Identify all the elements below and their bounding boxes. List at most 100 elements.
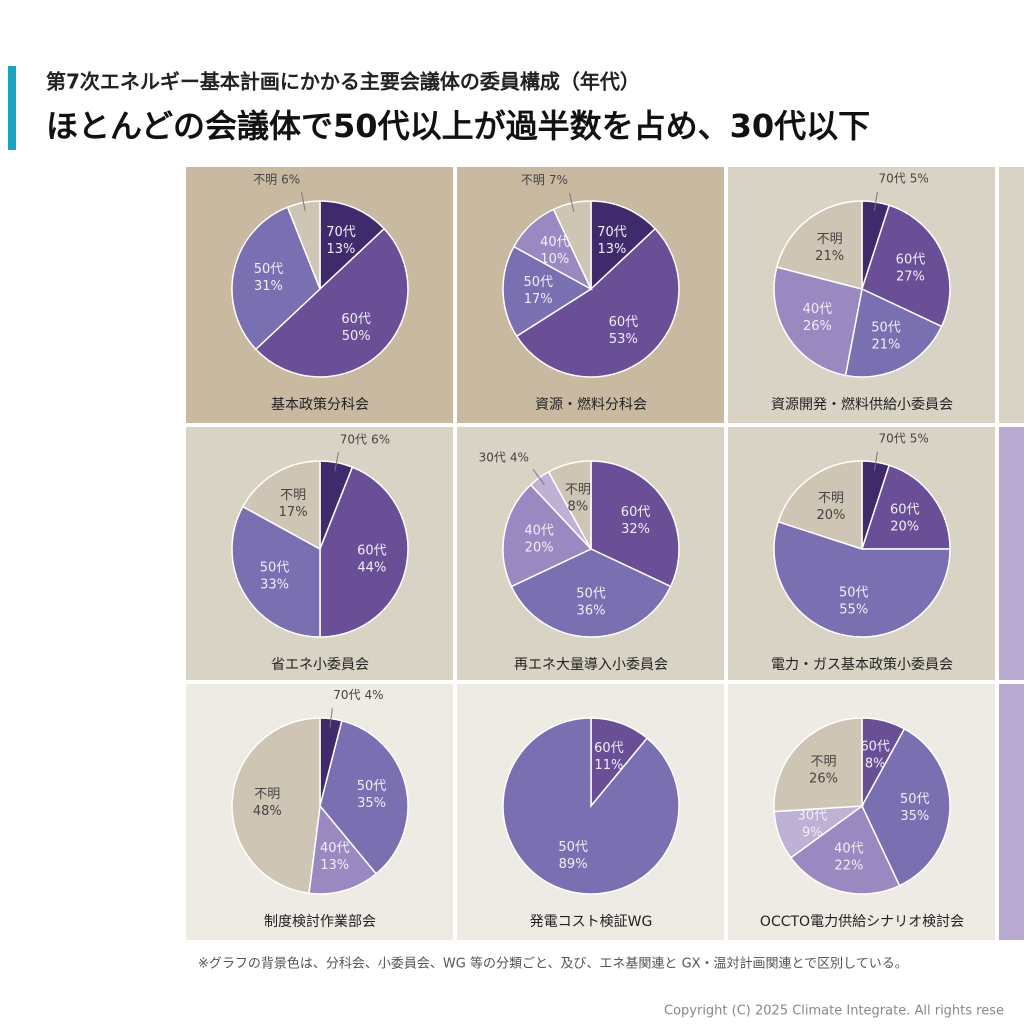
category-label: 50代 [558,840,588,855]
category-label: 60代 [357,543,387,558]
value-label: 11% [594,758,623,773]
data-label: 70代 6% [340,432,390,446]
category-label: 70代 [879,431,906,445]
panel-partial [999,167,1024,423]
subtitle: 第7次エネルギー基本計画にかかる主要会議体の委員構成（年代） [46,70,640,94]
pie-slice [861,727,951,887]
value-label: 21% [815,249,844,264]
value-label: 20% [817,508,846,523]
data-label: 70代 5% [879,431,929,445]
value-label: 20% [890,519,919,534]
charts: 70代 13% 60代 50% 50代 31% 不明 6% 基本政策分科会 70代 13% 60代 53… [186,167,995,940]
value-label: 33% [260,577,289,592]
pie-slice [861,204,951,328]
category-label: 不明 [280,488,306,503]
pie-slice [319,200,386,291]
category-label: 40代 [320,841,350,856]
data-label: 30代 4% [479,450,529,464]
pie-slice [590,200,657,291]
pie-slice [789,804,901,895]
category-label: 不明 [521,172,545,186]
pie-slice [773,520,951,638]
pie-slice [547,460,592,550]
pie-slice [775,200,863,290]
data-label: 不明 6% [253,172,300,186]
category-label: 70代 [879,171,906,185]
value-label: 44% [357,560,386,575]
category-label: 30代 [479,450,506,464]
pie-slice [773,717,863,813]
value-label: 20% [525,541,554,556]
chart-title: 発電コスト検証WG [530,914,653,930]
copyright: Copyright (C) 2025 Climate Integrate. Al… [664,1004,1004,1019]
category-label: 30代 [798,808,828,823]
value-label: 32% [621,522,650,537]
category-label: 50代 [576,586,606,601]
category-label: 70代 [326,225,356,240]
value-label: 13% [598,242,627,257]
category-label: 70代 [340,432,367,446]
chart-title: OCCTO電力供給シナリオ検討会 [760,914,964,930]
pie-slice [860,464,951,550]
pie-slice [502,245,593,338]
pie-slice [773,266,863,377]
category-label: 50代 [871,321,901,336]
panel-partial [999,427,1024,680]
value-label: 21% [872,338,901,353]
chart-title: 資源・燃料分科会 [535,396,647,413]
accent-bar [8,66,16,150]
chart-title: 電力・ガス基本政策小委員会 [771,656,953,673]
category-label: 40代 [524,524,554,539]
pie-slice [308,804,378,895]
pie-slice [231,717,321,895]
panel-partial [999,684,1024,940]
category-label: 50代 [357,779,387,794]
value-label: 50% [342,329,371,344]
category-label: 50代 [839,586,869,601]
chart-title: 制度検討作業部会 [264,914,376,930]
pie-slice [231,206,321,351]
pie-slice [502,717,680,895]
leader-line [532,468,545,486]
value-label: 26% [809,771,838,786]
data-label: 70代 4% [333,688,383,702]
value-label: 48% [253,804,282,819]
category-label: 40代 [803,302,833,317]
category-label: 60代 [621,505,651,520]
leader-line [569,192,575,212]
pie-slice [844,287,943,378]
value-label: 7% [549,172,568,186]
leader-line [301,192,306,212]
value-label: 89% [559,857,588,872]
category-label: 70代 [333,688,360,702]
value-label: 10% [540,252,569,267]
value-label: 17% [279,505,308,520]
value-label: 27% [896,270,925,285]
value-label: 31% [254,279,283,294]
title: ほとんどの会議体で50代以上が過半数を占め、30代以下 [46,107,870,145]
pie-slice [515,227,680,378]
value-label: 8% [568,499,589,514]
category-label: 60代 [890,502,920,517]
category-label: 40代 [834,842,864,857]
pie-slice [590,460,680,588]
category-label: 50代 [900,792,930,807]
category-label: 不明 [811,754,837,769]
category-label: 50代 [260,560,290,575]
category-label: 60代 [341,312,371,327]
value-label: 5% [910,171,929,185]
value-label: 6% [281,172,300,186]
value-label: 13% [320,858,349,873]
pie-slice [241,460,321,551]
value-label: 53% [609,332,638,347]
pie-slice [231,505,321,638]
chart-title: 再エネ大量導入小委員会 [514,657,668,673]
category-label: 50代 [523,275,553,290]
value-label: 22% [834,859,863,874]
leader-line [329,708,333,728]
category-label: 不明 [817,232,843,247]
data-label: 不明 7% [521,172,568,186]
pie-slice [254,227,409,378]
data-label: 70代 5% [879,171,929,185]
value-label: 35% [357,796,386,811]
